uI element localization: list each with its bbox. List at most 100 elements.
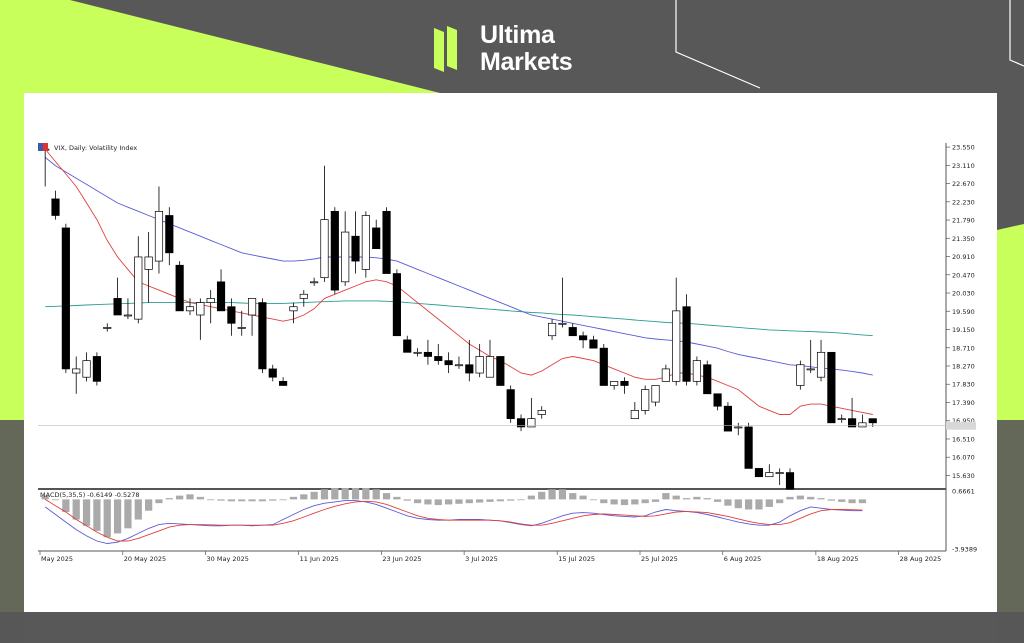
macd-tick-label: -3.9389: [952, 546, 977, 554]
macd-histogram-bar: [579, 495, 587, 500]
candle-bearish: [165, 215, 174, 254]
macd-histogram-bar: [569, 493, 577, 500]
price-tick-label: 18.710: [952, 344, 975, 352]
price-tick-label: 16.070: [952, 454, 975, 462]
price-tick-label: 18.270: [952, 363, 975, 371]
candle-bullish: [320, 219, 329, 279]
macd-histogram-bar: [631, 499, 639, 505]
macd-histogram-bar: [393, 496, 401, 500]
candle-bearish: [868, 418, 877, 424]
candle-bullish: [454, 364, 464, 367]
candle-bearish: [827, 351, 836, 424]
candle-bearish: [392, 273, 401, 337]
candle-bullish: [775, 472, 784, 474]
price-tick-label: 22.670: [952, 180, 975, 188]
price-tick-label: 17.390: [952, 399, 975, 407]
fade-bottom-right: [997, 420, 1024, 643]
macd-histogram-bar: [858, 499, 867, 504]
time-tick-label: 23 Jun 2025: [382, 555, 421, 563]
candle-bullish: [806, 368, 815, 371]
candle-bullish: [185, 306, 195, 312]
macd-histogram-bar: [103, 499, 111, 538]
candle-bearish: [568, 327, 577, 337]
candle-bearish: [847, 418, 857, 428]
macd-histogram-bar: [527, 495, 535, 500]
chart-area: [38, 143, 946, 551]
macd-histogram-bar: [424, 499, 432, 505]
chart-header: VIX, Daily: Volatility Index: [38, 143, 137, 152]
macd-histogram-bar: [289, 496, 298, 500]
macd-histogram-bar: [827, 499, 835, 501]
macd-histogram-bar: [455, 499, 463, 504]
fade-bottom-left: [0, 420, 24, 643]
candle-bullish: [237, 327, 246, 329]
candle-bullish: [475, 356, 484, 374]
candles: [41, 145, 877, 490]
candle-bearish: [61, 227, 70, 370]
macd-histogram-bar: [320, 489, 329, 500]
macd-histogram-bar: [82, 499, 91, 526]
candle-bullish: [816, 351, 826, 378]
macd-histogram-bar: [186, 494, 194, 500]
candle-bullish: [734, 426, 743, 429]
candle-bullish: [661, 368, 670, 382]
macd-histogram-bar: [558, 489, 567, 500]
candle-bullish: [206, 298, 215, 303]
candle-bearish: [682, 306, 691, 382]
candle-bearish: [516, 418, 526, 428]
price-tick-label: 20.910: [952, 253, 975, 261]
macd-histogram-bar: [786, 496, 794, 500]
macd-histogram-bar: [807, 496, 815, 500]
price-tick-label: 20.030: [952, 290, 975, 298]
candle-bullish: [413, 351, 422, 354]
macd-histogram-bar: [662, 493, 670, 500]
time-tick-label: 28 Aug 2025: [900, 555, 942, 563]
macd-signal-line: [44, 499, 863, 542]
macd-histogram-bar: [403, 499, 411, 501]
candle-bullish: [247, 298, 257, 316]
price-tick-label: 15.630: [952, 472, 975, 480]
brand-name-line2: Markets: [480, 48, 573, 76]
candle-bullish: [134, 256, 143, 320]
macd-histogram-bar: [269, 499, 277, 501]
macd-histogram-bar: [434, 499, 442, 506]
candle-bullish: [310, 281, 319, 284]
macd-histogram-bar: [589, 499, 598, 501]
macd-histogram-bar: [248, 499, 256, 502]
candle-bullish: [103, 327, 112, 329]
candle-bearish: [372, 227, 381, 250]
macd-histogram-bar: [496, 499, 504, 502]
candle-bullish: [610, 380, 619, 386]
decor-lines-2: [1009, 0, 1024, 67]
candle-bearish: [423, 351, 433, 357]
macd-tick-label: 0.6661: [952, 488, 975, 496]
accent-band-top-left: [0, 0, 440, 93]
price-tick-label: 17.830: [952, 381, 975, 389]
price-tick-label: 19.590: [952, 308, 975, 316]
candle-bearish: [175, 264, 184, 312]
candle-bullish: [537, 410, 546, 415]
candle-bearish: [713, 393, 722, 407]
price-tick-label: 21.790: [952, 217, 975, 225]
symbol-flag-icon-red: [43, 143, 48, 151]
macd-histogram-bar: [796, 495, 804, 500]
decor-lines: [675, 0, 761, 89]
ultima-logo-icon: [434, 26, 457, 72]
macd-histogram-bar: [238, 499, 246, 502]
macd-histogram-bar: [838, 499, 846, 502]
macd-histogram-bar: [734, 499, 742, 509]
macd-histogram-bar: [672, 495, 680, 500]
macd-histogram-bar: [279, 499, 287, 501]
candle-bullish: [527, 418, 536, 428]
macd-histogram-bar: [207, 499, 215, 501]
macd-histogram-bar: [331, 488, 339, 500]
candle-bearish: [506, 389, 515, 420]
macd-histogram-bar: [362, 488, 370, 500]
macd-histogram-bar: [62, 499, 70, 512]
price-tick-label: 20.470: [952, 271, 975, 279]
macd-histogram-bar: [517, 499, 525, 501]
candle-bullish: [672, 310, 681, 382]
price-tick-label: 16.950: [952, 417, 975, 425]
macd-histogram-bar: [703, 498, 711, 500]
macd-histogram-bar: [755, 499, 763, 510]
